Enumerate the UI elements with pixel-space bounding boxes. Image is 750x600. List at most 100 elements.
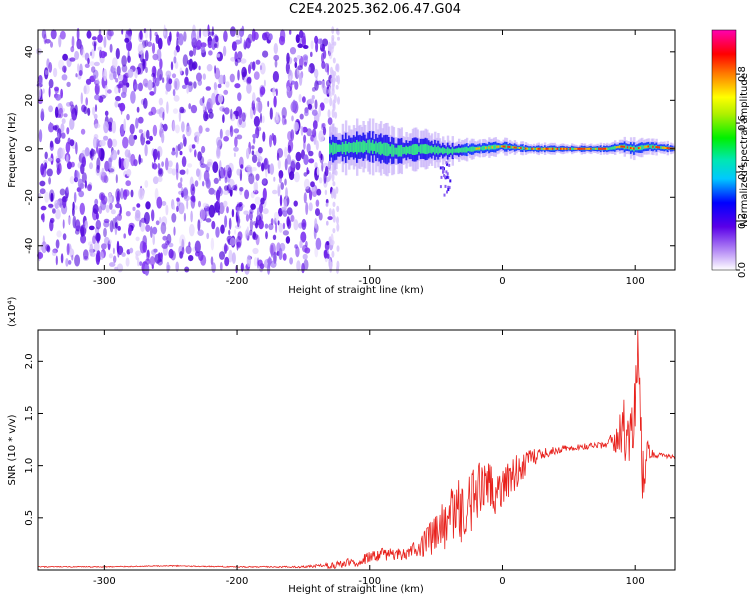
ridge-core <box>446 147 450 155</box>
noise-speckle <box>323 49 327 60</box>
noise-speckle <box>127 226 132 236</box>
noise-speckle <box>259 65 263 71</box>
noise-speckle <box>171 119 176 132</box>
noise-speckle <box>278 247 283 260</box>
noise-speckle <box>147 79 153 91</box>
noise-speckle <box>248 64 251 75</box>
noise-speckle <box>149 91 155 96</box>
noise-speckle <box>152 176 159 185</box>
noise-speckle <box>189 50 194 57</box>
noise-speckle <box>279 194 283 207</box>
noise-speckle <box>152 124 158 137</box>
ridge-core <box>464 147 467 153</box>
ridge-peak <box>602 147 606 150</box>
noise-speckle <box>114 100 119 108</box>
noise-speckle <box>328 86 332 97</box>
noise-speckle <box>139 219 142 228</box>
noise-speckle <box>103 36 107 48</box>
noise-speckle <box>258 147 263 154</box>
noise-speckle <box>214 65 217 74</box>
colorbar-tick-label: 0.8 <box>737 66 748 82</box>
noise-speckle <box>149 256 156 266</box>
noise-speckle <box>71 254 74 261</box>
noise-speckle <box>184 76 189 86</box>
snr-frame <box>37 329 676 571</box>
ridge-peak <box>645 145 649 148</box>
noise-speckle <box>268 259 271 269</box>
noise-speckle <box>78 70 83 76</box>
noise-speckle <box>120 91 127 99</box>
noise-speckle <box>300 231 307 243</box>
noise-speckle <box>48 78 54 89</box>
ridge-core <box>375 141 378 154</box>
noise-speckle <box>183 31 187 42</box>
ridge-peak <box>559 147 563 150</box>
noise-speckle <box>85 78 92 85</box>
noise-speckle <box>100 50 106 59</box>
noise-speckle <box>219 251 225 260</box>
noise-speckle <box>216 53 221 58</box>
ridge-peak <box>551 147 555 150</box>
noise-speckle <box>178 202 185 215</box>
ridge-peak <box>579 147 582 150</box>
y-tick-label: -20 <box>24 189 35 205</box>
noise-speckle <box>162 111 165 121</box>
noise-speckle <box>122 136 129 149</box>
noise-speckle <box>166 264 171 271</box>
noise-speckle <box>202 202 208 209</box>
noise-speckle <box>277 159 281 170</box>
noise-speckle <box>162 123 168 132</box>
noise-speckle <box>162 235 168 241</box>
noise-speckle <box>50 41 53 48</box>
spectrogram-x-ticks: -300 -200 -100 0 100 <box>93 30 645 287</box>
noise-speckle <box>72 201 75 211</box>
noise-speckle <box>125 211 131 217</box>
noise-speckle <box>74 170 81 182</box>
noise-speckle <box>327 63 330 76</box>
noise-speckle <box>323 249 328 259</box>
noise-speckle <box>48 62 53 73</box>
ridge-tail <box>440 175 443 179</box>
noise-speckle <box>225 164 231 172</box>
noise-speckle <box>328 41 331 52</box>
ridge-peak <box>598 147 601 150</box>
noise-speckle <box>109 220 114 233</box>
noise-speckle <box>189 148 192 153</box>
noise-speckle <box>126 113 130 121</box>
noise-speckle <box>65 258 69 267</box>
ridge-tail <box>447 188 450 192</box>
noise-speckle <box>273 54 280 61</box>
ridge-core <box>329 143 332 155</box>
noise-speckle <box>293 57 298 63</box>
noise-speckle <box>42 88 45 94</box>
noise-speckle <box>188 255 194 262</box>
ridge-core <box>435 147 439 154</box>
noise-speckle <box>248 173 255 185</box>
noise-speckle <box>185 245 192 254</box>
noise-speckle <box>173 204 175 211</box>
noise-speckle <box>43 33 47 45</box>
ridge-peak <box>639 146 642 149</box>
ridge-core <box>451 147 454 155</box>
noise-speckle <box>115 78 119 83</box>
noise-speckle <box>263 157 269 170</box>
ridge-core <box>442 147 445 155</box>
ridge-core <box>572 147 575 150</box>
noise-speckle <box>293 200 298 207</box>
ridge-core <box>596 147 599 150</box>
noise-speckle <box>205 86 211 91</box>
noise-speckle <box>159 74 162 81</box>
noise-speckle <box>331 34 335 41</box>
colorbar-label: Normalized spectral amplitude <box>739 73 750 227</box>
ridge-core <box>348 142 351 154</box>
y-tick-label: 40 <box>24 45 35 58</box>
noise-speckle <box>314 162 318 169</box>
noise-speckle <box>304 247 311 254</box>
noise-speckle <box>256 155 263 162</box>
ridge-peak <box>575 147 579 150</box>
noise-speckle <box>118 74 124 81</box>
ridge-peak <box>588 147 591 150</box>
noise-speckle <box>62 219 65 229</box>
noise-speckle <box>81 49 85 58</box>
noise-speckle <box>336 216 339 225</box>
